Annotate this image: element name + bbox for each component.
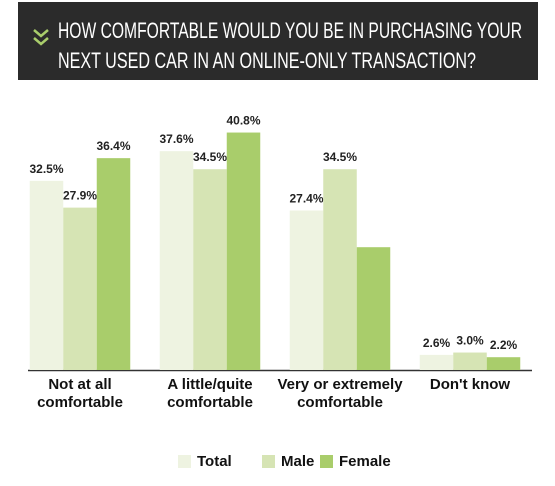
bar bbox=[486, 357, 521, 370]
legend-swatch bbox=[320, 455, 333, 468]
legend-label: Male bbox=[281, 453, 314, 470]
bar bbox=[226, 132, 261, 370]
value-label: 27.4% bbox=[289, 192, 323, 206]
legend-label: Female bbox=[339, 453, 391, 470]
value-label: 32.5% bbox=[29, 162, 63, 176]
bar bbox=[356, 247, 391, 370]
bar bbox=[419, 354, 454, 370]
x-tick-label: Not at all comfortable bbox=[37, 376, 123, 411]
value-label: 37.6% bbox=[159, 132, 193, 146]
value-label: 3.0% bbox=[456, 334, 484, 348]
legend-swatch bbox=[262, 455, 275, 468]
value-label: 36.4% bbox=[96, 139, 130, 153]
legend-label: Total bbox=[197, 453, 232, 470]
chart-title: HOW COMFORTABLE WOULD YOU BE IN PURCHASI… bbox=[58, 18, 522, 43]
bar bbox=[453, 352, 487, 370]
bar bbox=[96, 158, 131, 370]
legend-swatch bbox=[178, 455, 191, 468]
chart-title: NEXT USED CAR IN AN ONLINE-ONLY TRANSACT… bbox=[58, 48, 476, 73]
value-label: 34.5% bbox=[323, 150, 357, 164]
value-label: 2.6% bbox=[423, 336, 451, 350]
bar bbox=[29, 180, 64, 370]
value-label: 27.9% bbox=[63, 189, 97, 203]
x-tick-label: A little/quite comfortable bbox=[167, 376, 253, 411]
chevron-icon bbox=[33, 29, 49, 46]
title-banner bbox=[18, 2, 538, 80]
bar bbox=[323, 169, 357, 370]
x-tick-label: Don't know bbox=[429, 376, 511, 393]
bar bbox=[159, 151, 194, 370]
bar bbox=[63, 207, 97, 370]
value-label: 34.5% bbox=[193, 150, 227, 164]
bar bbox=[289, 210, 324, 370]
x-tick-label: Very or extremely comfortable bbox=[277, 376, 403, 411]
value-label: 40.8% bbox=[226, 114, 260, 128]
bar bbox=[193, 169, 227, 370]
value-label: 2.2% bbox=[490, 338, 518, 352]
